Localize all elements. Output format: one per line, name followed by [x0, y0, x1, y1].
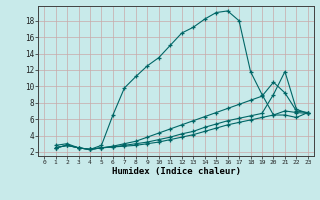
- X-axis label: Humidex (Indice chaleur): Humidex (Indice chaleur): [111, 167, 241, 176]
